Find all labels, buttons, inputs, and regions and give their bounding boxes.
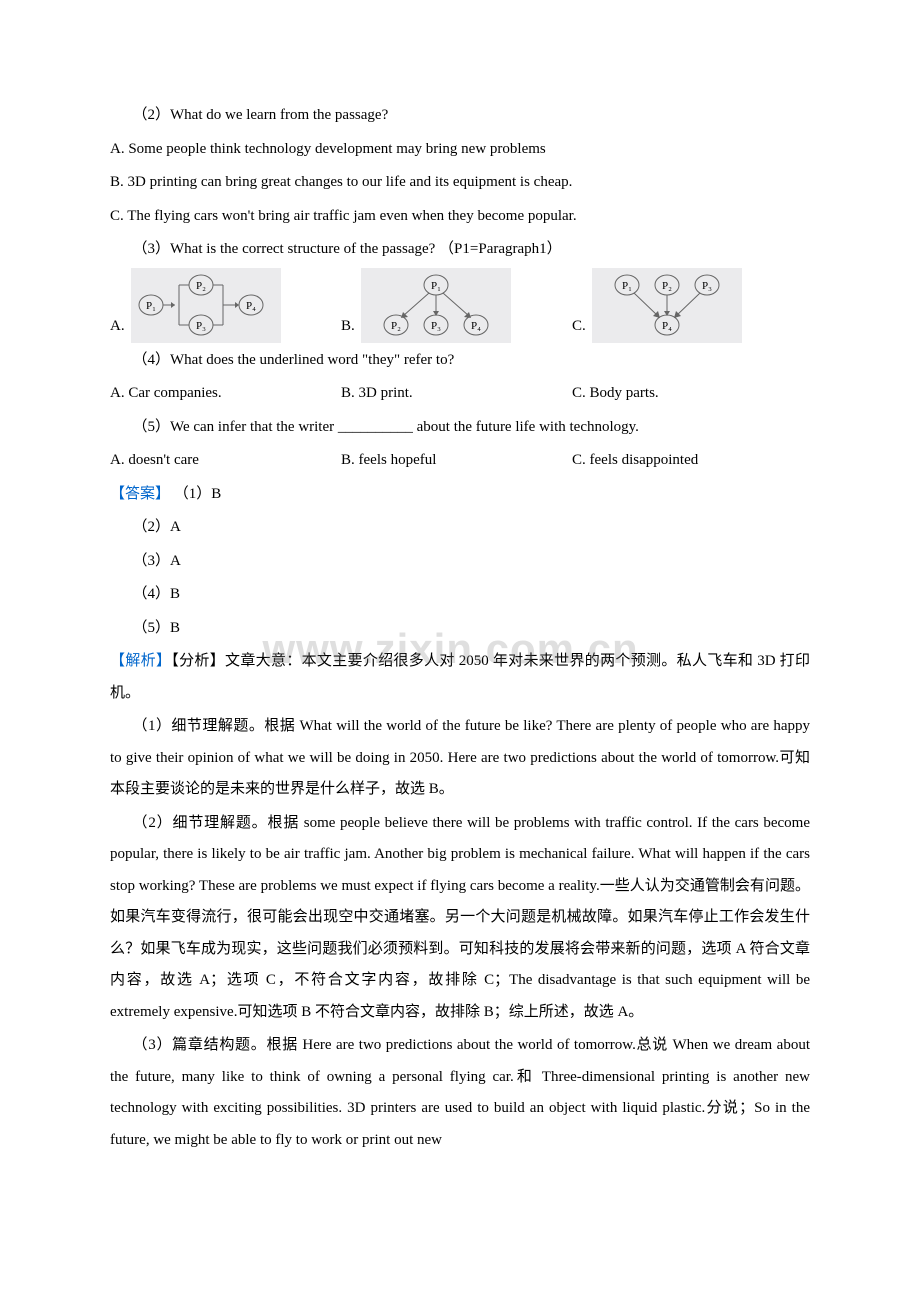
q5-option-b: B. feels hopeful: [341, 445, 572, 477]
diagram-b-icon: P₁ P₂ P₃ P₄: [361, 268, 511, 343]
analysis-p1: （1）细节理解题。根据 What will the world of the f…: [110, 711, 810, 806]
answer-label: 【答案】: [110, 486, 170, 502]
svg-text:P₄: P₄: [662, 320, 672, 332]
svg-text:P₁: P₁: [146, 300, 156, 312]
svg-text:P₁: P₁: [431, 280, 441, 292]
q2-option-c: C. The flying cars won't bring air traff…: [110, 201, 810, 233]
q5-option-a: A. doesn't care: [110, 445, 341, 477]
diagram-a-icon: P₁ P₂ P₃ P₄: [131, 268, 281, 343]
svg-text:P₃: P₃: [196, 320, 206, 332]
diagram-c-icon: P₁ P₂ P₃ P₄: [592, 268, 742, 343]
q5-options: A. doesn't care B. feels hopeful C. feel…: [110, 445, 810, 477]
q5-option-c: C. feels disappointed: [572, 445, 810, 477]
analysis-p2: （2）细节理解题。根据 some people believe there wi…: [110, 808, 810, 1029]
q2-option-a: A. Some people think technology developm…: [110, 134, 810, 166]
q5-question: （5）We can infer that the writer ________…: [110, 412, 810, 444]
answer-1: （1）B: [174, 486, 222, 502]
q3-label-c: C.: [572, 311, 586, 343]
q3-question: （3）What is the correct structure of the …: [110, 234, 810, 266]
answer-4: （4）B: [110, 579, 810, 611]
analysis-intro-row: 【解析】【分析】文章大意：本文主要介绍很多人对 2050 年对未来世界的两个预测…: [110, 646, 810, 709]
answer-5: （5）B: [133, 620, 181, 636]
q4-options: A. Car companies. B. 3D print. C. Body p…: [110, 378, 810, 410]
analysis-intro: 【分析】文章大意：本文主要介绍很多人对 2050 年对未来世界的两个预测。私人飞…: [110, 653, 810, 701]
q4-option-b: B. 3D print.: [341, 378, 572, 410]
svg-text:P₄: P₄: [246, 300, 256, 312]
q3-label-b: B.: [341, 311, 355, 343]
q2-option-b: B. 3D printing can bring great changes t…: [110, 167, 810, 199]
q4-question: （4）What does the underlined word "they" …: [110, 345, 810, 377]
svg-text:P₃: P₃: [431, 320, 441, 332]
svg-text:P₄: P₄: [471, 320, 481, 332]
q4-option-a: A. Car companies.: [110, 378, 341, 410]
svg-text:P₃: P₃: [702, 280, 712, 292]
q4-option-c: C. Body parts.: [572, 378, 810, 410]
q2-question: （2）What do we learn from the passage?: [110, 100, 810, 132]
answer-row-1: 【答案】 （1）B: [110, 479, 810, 511]
svg-text:P₁: P₁: [622, 280, 632, 292]
answer-3: （3）A: [110, 546, 810, 578]
svg-text:P₂: P₂: [196, 280, 206, 292]
answer-2: （2）A: [110, 512, 810, 544]
svg-text:P₂: P₂: [391, 320, 401, 332]
q3-label-a: A.: [110, 311, 125, 343]
answer-5-row: （5）B www.zixin.com.cn: [110, 613, 810, 645]
svg-text:P₂: P₂: [662, 280, 672, 292]
analysis-p3: （3）篇章结构题。根据 Here are two predictions abo…: [110, 1030, 810, 1156]
analysis-label: 【解析】: [110, 653, 171, 669]
q3-diagram-row: A. P₁ P₂ P₃ P₄ B. P₁ P₂: [110, 268, 810, 343]
